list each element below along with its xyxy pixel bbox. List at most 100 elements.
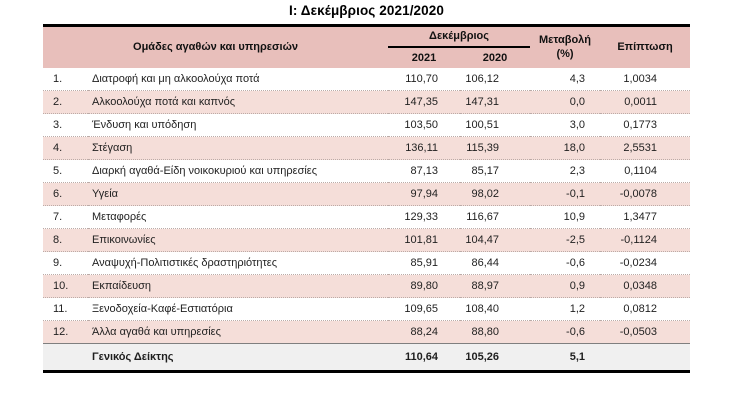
impact-cell: 2,5531 (600, 136, 691, 160)
row-number-cell: 10. (43, 274, 88, 298)
value-2020-cell: 88,97 (460, 274, 531, 298)
footer-value-2020-cell: 105,26 (460, 343, 531, 372)
change-cell: -0,6 (530, 320, 601, 344)
table-title: Ι: Δεκέμβριος 2021/2020 (289, 3, 444, 18)
category-name-cell: Επικοινωνίες (88, 228, 389, 252)
value-2021-cell: 147,35 (388, 90, 461, 114)
change-cell: 2,3 (530, 159, 601, 183)
value-2021-cell: 110,70 (405, 72, 439, 85)
change-cell: 18,0 (530, 136, 601, 160)
column-header-2020: 2020 (460, 46, 531, 68)
impact-cell: 0,0812 (600, 297, 691, 321)
value-2021-cell: 136,11 (388, 136, 461, 160)
table-row: 8. Επικοινωνίες 101,81 104,47 -2,5 -0,11… (43, 228, 691, 252)
impact-cell: 1,0034 (623, 72, 658, 85)
table-row: 5. Διαρκή αγαθά-Είδη νοικοκυριού και υπη… (43, 159, 691, 183)
value-2020-cell: 115,39 (460, 136, 531, 160)
change-cell: 0,9 (530, 274, 601, 298)
row-number-cell: 9. (43, 251, 88, 275)
value-2021-cell: 88,24 (388, 320, 461, 344)
impact-cell: 0,1104 (600, 159, 691, 183)
category-name-cell: Διαρκή αγαθά-Είδη νοικοκυριού και υπηρεσ… (88, 159, 389, 183)
table-row: 2. Αλκοολούχα ποτά και καπνός 147,35 147… (43, 90, 691, 114)
table-row: 4. Στέγαση 136,11 115,39 18,0 2,5531 (43, 136, 691, 160)
category-name-cell: Αλκοολούχα ποτά και καπνός (88, 90, 389, 114)
change-cell: -2,5 (530, 228, 601, 252)
value-2020-cell: 116,67 (460, 205, 531, 229)
category-name-cell: Ένδυση και υπόδηση (88, 113, 389, 137)
category-name-cell: Μεταφορές (88, 205, 389, 229)
change-cell: 0,0 (530, 90, 601, 114)
impact-cell: 0,0011 (600, 90, 691, 114)
row-number-cell: 2. (43, 90, 88, 114)
column-header-change: Μεταβολή (%) (530, 25, 601, 68)
table-row: 11. Ξενοδοχεία-Καφέ-Εστιατόρια 109,65 10… (43, 297, 691, 321)
change-label: Μεταβολή (539, 34, 592, 47)
change-cell: 3,0 (530, 113, 601, 137)
row-number-cell: 4. (43, 136, 88, 160)
category-name-cell: Ξενοδοχεία-Καφέ-Εστιατόρια (88, 297, 389, 321)
change-cell: -0,6 (530, 251, 601, 275)
value-2020-cell: 147,31 (460, 90, 531, 114)
value-2021-cell: 103,50 (388, 113, 461, 137)
footer-row: Γενικός Δείκτης 110,64 105,26 5,1 (43, 343, 691, 372)
row-number-cell: 11. (43, 297, 88, 321)
column-header-groups: Ομάδες αγαθών και υπηρεσιών (43, 25, 389, 68)
impact-cell: -0,0234 (600, 251, 691, 275)
table-header: Ομάδες αγαθών και υπηρεσιών Δεκέμβριος Μ… (43, 25, 691, 68)
table-row: 3. Ένδυση και υπόδηση 103,50 100,51 3,0 … (43, 113, 691, 137)
column-header-impact: Επίπτωση (600, 25, 691, 68)
category-name-cell: Διατροφή και μη αλκοολούχα ποτά (92, 72, 260, 85)
impact-cell: 0,1773 (600, 113, 691, 137)
impact-cell: 0,0348 (600, 274, 691, 298)
value-2020-cell: 85,17 (460, 159, 531, 183)
table-row: 10. Εκπαίδευση 89,80 88,97 0,9 0,0348 (43, 274, 691, 298)
category-name-cell: Στέγαση (88, 136, 389, 160)
footer-value-2021-cell: 110,64 (388, 343, 461, 372)
value-2020-cell: 100,51 (460, 113, 531, 137)
impact-cell: -0,0503 (600, 320, 691, 344)
value-2021-cell: 97,94 (388, 182, 461, 206)
value-2021-cell: 101,81 (388, 228, 461, 252)
impact-cell: 1,3477 (600, 205, 691, 229)
footer-change-cell: 5,1 (530, 343, 601, 372)
cpi-table: Ομάδες αγαθών και υπηρεσιών Δεκέμβριος Μ… (43, 24, 691, 373)
change-cell: 1,2 (530, 297, 601, 321)
table-row: 9. Αναψυχή-Πολιτιστικές δραστηριότητες 8… (43, 251, 691, 275)
value-2020-cell: 86,44 (460, 251, 531, 275)
value-2020-cell: 106,12 (465, 72, 500, 85)
value-2021-cell: 87,13 (388, 159, 461, 183)
table-footer: Γενικός Δείκτης 110,64 105,26 5,1 (43, 343, 691, 372)
change-unit-label: (%) (556, 48, 574, 61)
change-cell: 10,9 (530, 205, 601, 229)
table-row: 1. Διατροφή και μη αλκοολούχα ποτά 110,7… (43, 68, 690, 91)
change-cell: -0,1 (530, 182, 601, 206)
category-name-cell: Εκπαίδευση (88, 274, 389, 298)
column-header-december: Δεκέμβριος (388, 25, 531, 48)
table-row: 7. Μεταφορές 129,33 116,67 10,9 1,3477 (43, 205, 691, 229)
footer-number-cell (43, 343, 88, 372)
category-name-cell: Άλλα αγαθά και υπηρεσίες (88, 320, 389, 344)
report-page: Ι: Δεκέμβριος 2021/2020 Ομάδες αγαθών κα… (43, 3, 691, 373)
row-number-cell: 12. (43, 320, 88, 344)
row-number-cell: 6. (43, 182, 88, 206)
row-number-cell: 5. (43, 159, 88, 183)
row-number-cell: 7. (43, 205, 88, 229)
column-header-2021: 2021 (388, 46, 461, 68)
value-2021-cell: 89,80 (388, 274, 461, 298)
impact-cell: -0,1124 (600, 228, 691, 252)
impact-cell: -0,0078 (600, 182, 691, 206)
value-2021-cell: 129,33 (388, 205, 461, 229)
value-2020-cell: 108,40 (460, 297, 531, 321)
row-number-cell: 3. (43, 113, 88, 137)
general-index-label: Γενικός Δείκτης (88, 343, 389, 372)
value-2020-cell: 98,02 (460, 182, 531, 206)
row-number-cell: 8. (43, 228, 88, 252)
table-row: 6. Υγεία 97,94 98,02 -0,1 -0,0078 (43, 182, 691, 206)
value-2020-cell: 88,80 (460, 320, 531, 344)
table-row: 12. Άλλα αγαθά και υπηρεσίες 88,24 88,80… (43, 320, 691, 344)
table-body: 1. Διατροφή και μη αλκοολούχα ποτά 110,7… (43, 68, 691, 344)
value-2020-cell: 104,47 (460, 228, 531, 252)
footer-impact-cell (600, 343, 691, 372)
value-2021-cell: 109,65 (388, 297, 461, 321)
